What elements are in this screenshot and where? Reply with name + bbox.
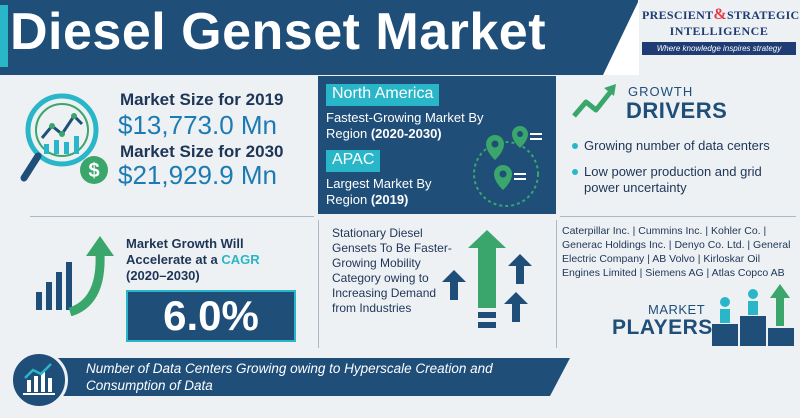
title-band xyxy=(0,0,639,75)
cagr-statement-text: Market Growth Will Accelerate at a xyxy=(126,236,244,267)
market-size-2019-value: $13,773.0 Mn xyxy=(118,110,278,140)
growth-driver-text: Low power production and grid power unce… xyxy=(584,164,762,195)
growth-drivers-title-small: GROWTH xyxy=(628,84,694,99)
north-america-period: (2020-2030) xyxy=(370,126,442,141)
market-size-2019-year: 2019 xyxy=(245,90,284,109)
podium-people-icon xyxy=(712,284,794,346)
logo-line2: INTELLIGENCE xyxy=(669,24,769,38)
market-size-2030-label-text: Market Size for xyxy=(120,142,246,161)
growth-bars-arrow-icon xyxy=(36,236,114,316)
region-tag-north-america: North America xyxy=(326,84,440,106)
market-players-list: Caterpillar Inc. | Cummins Inc. | Kohler… xyxy=(562,225,791,279)
logo-ampersand: & xyxy=(713,6,728,23)
list-item: Low power production and grid power unce… xyxy=(572,164,792,196)
bullet-dot-icon xyxy=(572,143,578,149)
market-size-2019-label-text: Market Size for xyxy=(120,90,246,109)
map-pins-icon xyxy=(473,126,542,207)
logo-word-prescient: PRESCIENT xyxy=(642,8,714,22)
growth-driver-text: Growing number of data centers xyxy=(584,138,770,153)
divider xyxy=(556,220,557,348)
region-desc-north-america: Fastest-Growing Market By Region (2020-2… xyxy=(326,110,496,142)
magnifier-chart-icon: $ xyxy=(20,93,108,184)
north-america-desc-text: Fastest-Growing Market By Region xyxy=(326,110,484,141)
market-players-title: PLAYERS xyxy=(612,316,713,339)
footer-statement: Number of Data Centers Growing owing to … xyxy=(86,361,493,393)
divider xyxy=(318,220,319,348)
divider xyxy=(560,216,796,217)
stationary-category-text: Stationary Diesel Gensets To Be Faster-G… xyxy=(332,226,452,315)
trend-up-arrow-icon xyxy=(572,84,616,118)
cagr-statement: Market Growth Will Accelerate at a CAGR … xyxy=(126,236,296,284)
cagr-highlight: CAGR xyxy=(221,252,260,267)
region-desc-apac: Largest Market By Region (2019) xyxy=(326,176,446,208)
region-tag-apac: APAC xyxy=(326,150,381,172)
market-size-2019-label: Market Size for 2019 xyxy=(120,90,283,110)
cagr-period: (2020–2030) xyxy=(126,268,200,283)
title-accent-stripe xyxy=(0,5,8,67)
market-players-title-small: MARKET xyxy=(648,302,706,317)
apac-period: (2019) xyxy=(370,192,409,207)
up-arrows-icon xyxy=(442,230,532,328)
brand-logo: PRESCIENT&STRATEGIC INTELLIGENCE Where k… xyxy=(642,6,799,66)
logo-line1: PRESCIENT&STRATEGIC xyxy=(642,6,799,24)
logo-word-strategic: STRATEGIC xyxy=(727,8,800,22)
cagr-value: 6.0% xyxy=(126,290,296,342)
logo-tagline: Where knowledge inspires strategy xyxy=(642,42,796,55)
bullet-dot-icon xyxy=(572,169,578,175)
divider xyxy=(30,216,314,217)
list-item: Growing number of data centers xyxy=(572,138,792,154)
data-center-chart-icon xyxy=(23,363,55,395)
svg-text:$: $ xyxy=(88,160,99,182)
footer-icon-circle xyxy=(10,351,68,409)
growth-drivers-title: DRIVERS xyxy=(626,98,728,123)
market-size-2030-label: Market Size for 2030 xyxy=(120,142,283,162)
market-size-2030-year: 2030 xyxy=(245,142,284,161)
page-title: Diesel Genset Market xyxy=(10,3,547,61)
apac-desc-text: Largest Market By Region xyxy=(326,176,432,207)
market-size-2030-value: $21,929.9 Mn xyxy=(118,160,278,190)
growth-drivers-list: Growing number of data centers Low power… xyxy=(572,138,792,206)
footer-bar xyxy=(30,358,570,396)
